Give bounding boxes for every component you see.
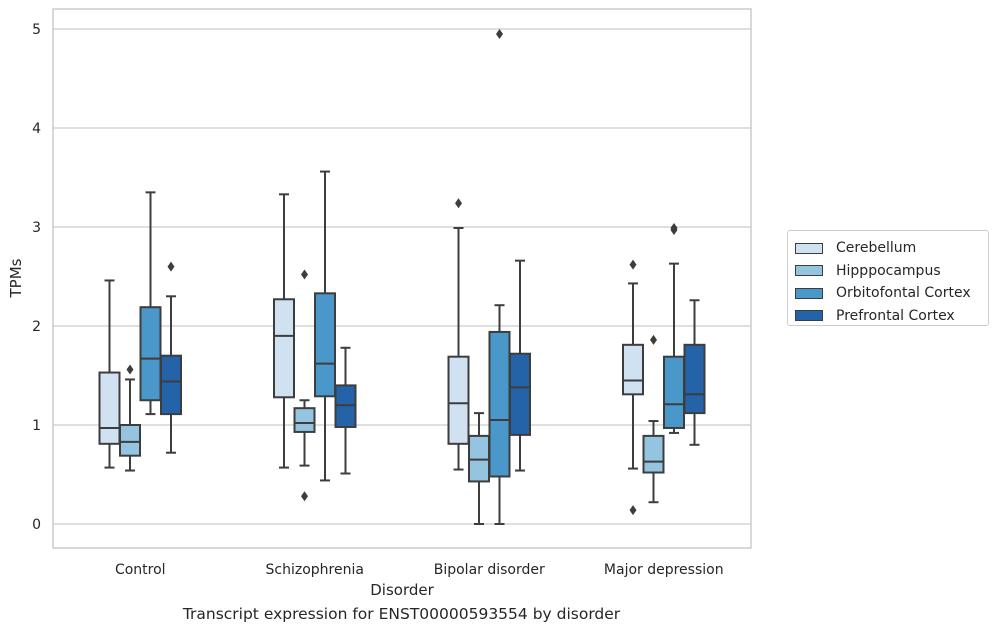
box-iqr <box>509 352 531 436</box>
outlier-point <box>496 28 503 39</box>
outlier-point <box>126 364 134 375</box>
chart-title: Transcript expression for ENST0000059355… <box>182 605 621 623</box>
box-iqr <box>119 424 141 457</box>
legend-swatch <box>795 287 823 299</box>
box-iqr <box>98 371 121 445</box>
box-iqr <box>293 407 316 433</box>
y-tick-label: 3 <box>32 220 41 236</box>
box-orbitofontal-cortex <box>663 222 685 434</box>
box-prefrontal-cortex <box>683 299 706 446</box>
legend-item: Orbitofontal Cortex <box>795 282 988 305</box>
box-cerebellum <box>98 279 121 469</box>
box-cerebellum <box>622 259 644 516</box>
y-tick-labels: 0 1 2 3 4 5 <box>32 22 41 533</box>
legend-item: Cerebellum <box>795 237 988 260</box>
box-iqr <box>273 298 295 399</box>
box-orbitofontal-cortex <box>314 170 336 482</box>
box-hipppocampus <box>468 412 490 525</box>
box-orbitofontal-cortex <box>139 191 162 416</box>
outlier-point <box>167 261 175 272</box>
x-tick-label: Control <box>115 562 166 578</box>
outlier-point <box>670 224 678 235</box>
grid-lines <box>53 28 751 525</box>
x-tick-label: Bipolar disorder <box>434 562 545 578</box>
box-iqr <box>683 343 706 415</box>
legend-swatch <box>795 242 823 254</box>
box-iqr <box>160 354 182 416</box>
box-orbitofontal-cortex <box>488 28 511 525</box>
y-tick-label: 2 <box>32 319 41 335</box>
legend-item: Prefrontal Cortex <box>795 305 988 328</box>
box-hipppocampus <box>642 334 665 504</box>
outlier-point <box>301 269 308 280</box>
x-tick-label: Schizophrenia <box>266 562 364 578</box>
y-tick-label: 1 <box>32 418 41 434</box>
box-cerebellum <box>273 193 295 469</box>
legend-label: Prefrontal Cortex <box>836 307 955 324</box>
legend-label: Orbitofontal Cortex <box>836 285 971 302</box>
box-prefrontal-cortex <box>509 259 531 472</box>
box-prefrontal-cortex <box>334 346 357 475</box>
box-iqr <box>642 434 665 474</box>
x-axis-label: Disorder <box>370 581 434 599</box>
y-tick-label: 4 <box>32 121 41 137</box>
legend-label: Hipppocampus <box>836 262 941 279</box>
box-iqr <box>447 355 470 445</box>
y-tick-label: 5 <box>32 22 41 38</box>
y-tick-label: 0 <box>32 517 41 533</box>
outlier-point <box>629 505 637 516</box>
legend-item: Hipppocampus <box>795 260 988 283</box>
legend: Cerebellum Hipppocampus Orbitofontal Corte… <box>787 230 989 326</box>
legend-swatch <box>795 265 823 277</box>
box-hipppocampus <box>293 269 316 502</box>
box-iqr <box>622 343 644 396</box>
plot-frame <box>52 8 752 549</box>
box-iqr <box>314 292 336 398</box>
legend-swatch <box>795 310 823 322</box>
box-cerebellum <box>447 198 470 471</box>
box-iqr <box>663 355 685 429</box>
legend-label: Cerebellum <box>836 240 917 257</box>
outlier-point <box>455 198 462 209</box>
box-iqr <box>488 330 511 478</box>
outlier-point <box>650 334 657 345</box>
x-tick-labels: Control Schizophrenia Bipolar disorder Majo… <box>115 562 724 578</box>
outlier-point <box>301 491 308 502</box>
y-axis-label: TPMs <box>7 258 25 298</box>
box-plots <box>98 28 706 525</box>
box-iqr <box>139 306 162 402</box>
outlier-point <box>629 259 637 270</box>
box-prefrontal-cortex <box>160 261 182 454</box>
x-tick-label: Major depression <box>604 562 724 578</box>
box-hipppocampus <box>119 364 141 472</box>
